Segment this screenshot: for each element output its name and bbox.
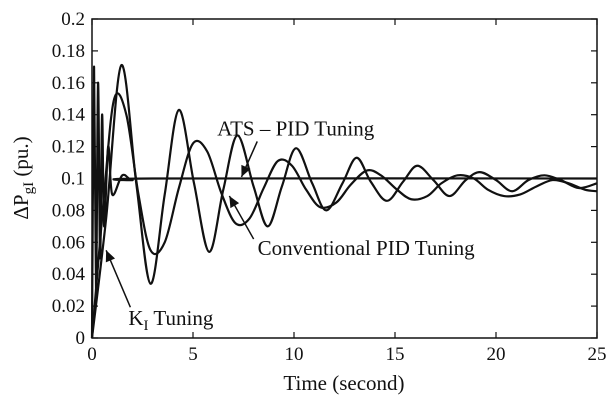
series-line-2 xyxy=(90,64,598,339)
y-tick-label: 0.12 xyxy=(52,137,85,158)
y-tick-label: 0.08 xyxy=(52,200,85,221)
y-axis-title-sub: gI xyxy=(21,182,37,195)
annotation-label-3: KI Tuning xyxy=(128,306,213,334)
y-tick-label: 0.14 xyxy=(52,105,86,126)
y-tick-label: 0.2 xyxy=(61,9,85,30)
y-axis-ticks: 0 0.02 0.04 0.06 0.08 0.1 0.12 0.14 0.16 0.18 0.2 xyxy=(52,9,597,349)
y-axis-title-main: ΔP xyxy=(9,194,33,219)
annotation-label-1: ATS – PID Tuning xyxy=(217,116,374,140)
y-tick-label: 0.02 xyxy=(52,296,85,317)
x-axis-title: Time (second) xyxy=(283,371,404,395)
series-layer xyxy=(90,64,598,339)
y-axis-title-rest: (pu.) xyxy=(9,136,33,182)
y-tick-label: 0.1 xyxy=(61,169,85,190)
x-tick-label: 20 xyxy=(487,344,506,365)
x-tick-label: 10 xyxy=(285,344,304,365)
y-tick-label: 0.16 xyxy=(52,73,85,94)
y-tick-label: 0.06 xyxy=(52,232,85,253)
series-line-3 xyxy=(90,92,598,339)
annotation-arrowhead-3 xyxy=(105,250,116,263)
annotation-arrowhead-2 xyxy=(229,196,240,209)
y-axis-title: ΔPgI (pu.) xyxy=(9,136,37,219)
y-tick-label: 0.04 xyxy=(52,264,86,285)
x-tick-label: 0 xyxy=(87,344,97,365)
y-tick-label: 0.18 xyxy=(52,41,85,62)
annotation-label-2: Conventional PID Tuning xyxy=(258,236,476,260)
x-tick-label: 15 xyxy=(386,344,405,365)
x-tick-label: 5 xyxy=(188,344,198,365)
annotation-arrowhead-1 xyxy=(241,164,251,177)
x-tick-label: 25 xyxy=(588,344,607,365)
annotation-layer: ATS – PID Tuning Conventional PID Tuning K… xyxy=(105,116,476,334)
series-line-1 xyxy=(90,65,598,339)
y-tick-label: 0 xyxy=(76,328,86,349)
